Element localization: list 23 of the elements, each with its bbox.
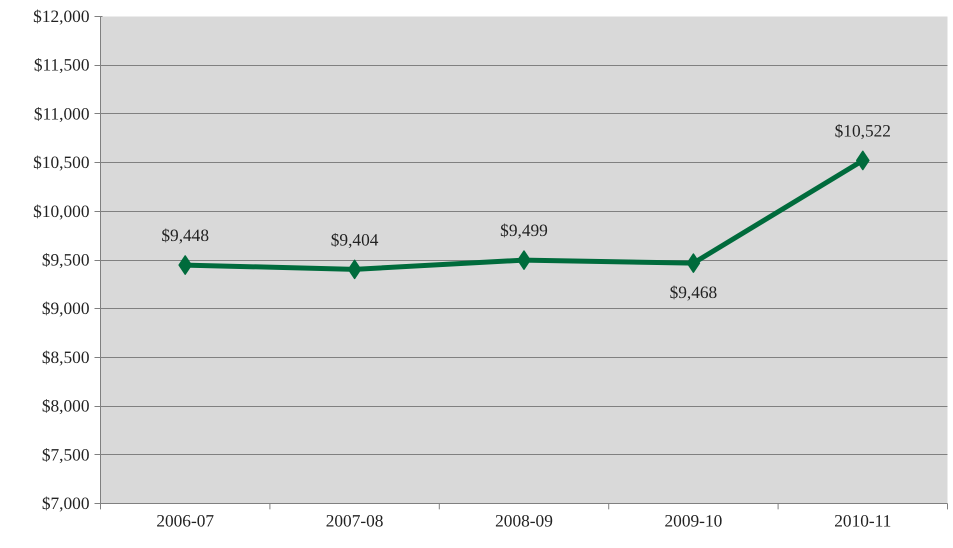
point <box>178 255 192 276</box>
x-tick-label: 2009-10 <box>664 512 722 530</box>
data-label: $9,448 <box>161 226 210 246</box>
point <box>856 150 870 170</box>
x-tick-label: 2008-09 <box>495 512 553 530</box>
data-label: $9,499 <box>500 221 548 240</box>
x-tick-label: 2010-11 <box>834 512 892 530</box>
y-tick-label: $11,500 <box>34 56 90 75</box>
y-tick-label: $8,500 <box>42 348 90 367</box>
y-tick-label: $7,500 <box>42 445 90 464</box>
data-label: $9,404 <box>330 230 379 250</box>
y-tick-label: $10,500 <box>33 153 90 172</box>
y-tick-label: $11,000 <box>34 104 90 124</box>
y-tick-label: $10,000 <box>33 202 90 221</box>
y-tick-label: $8,000 <box>42 396 90 416</box>
data-label: $9,468 <box>670 283 718 302</box>
y-tick-label: $7,000 <box>42 494 90 513</box>
x-tick-label: 2006-07 <box>156 512 214 530</box>
y-tick-label: $9,500 <box>42 250 90 270</box>
y-tick-label: $9,000 <box>42 299 90 318</box>
data-label: $10,522 <box>834 121 891 140</box>
x-tick-label: 2007-08 <box>326 512 384 530</box>
y-tick-label: $12,000 <box>33 7 90 26</box>
